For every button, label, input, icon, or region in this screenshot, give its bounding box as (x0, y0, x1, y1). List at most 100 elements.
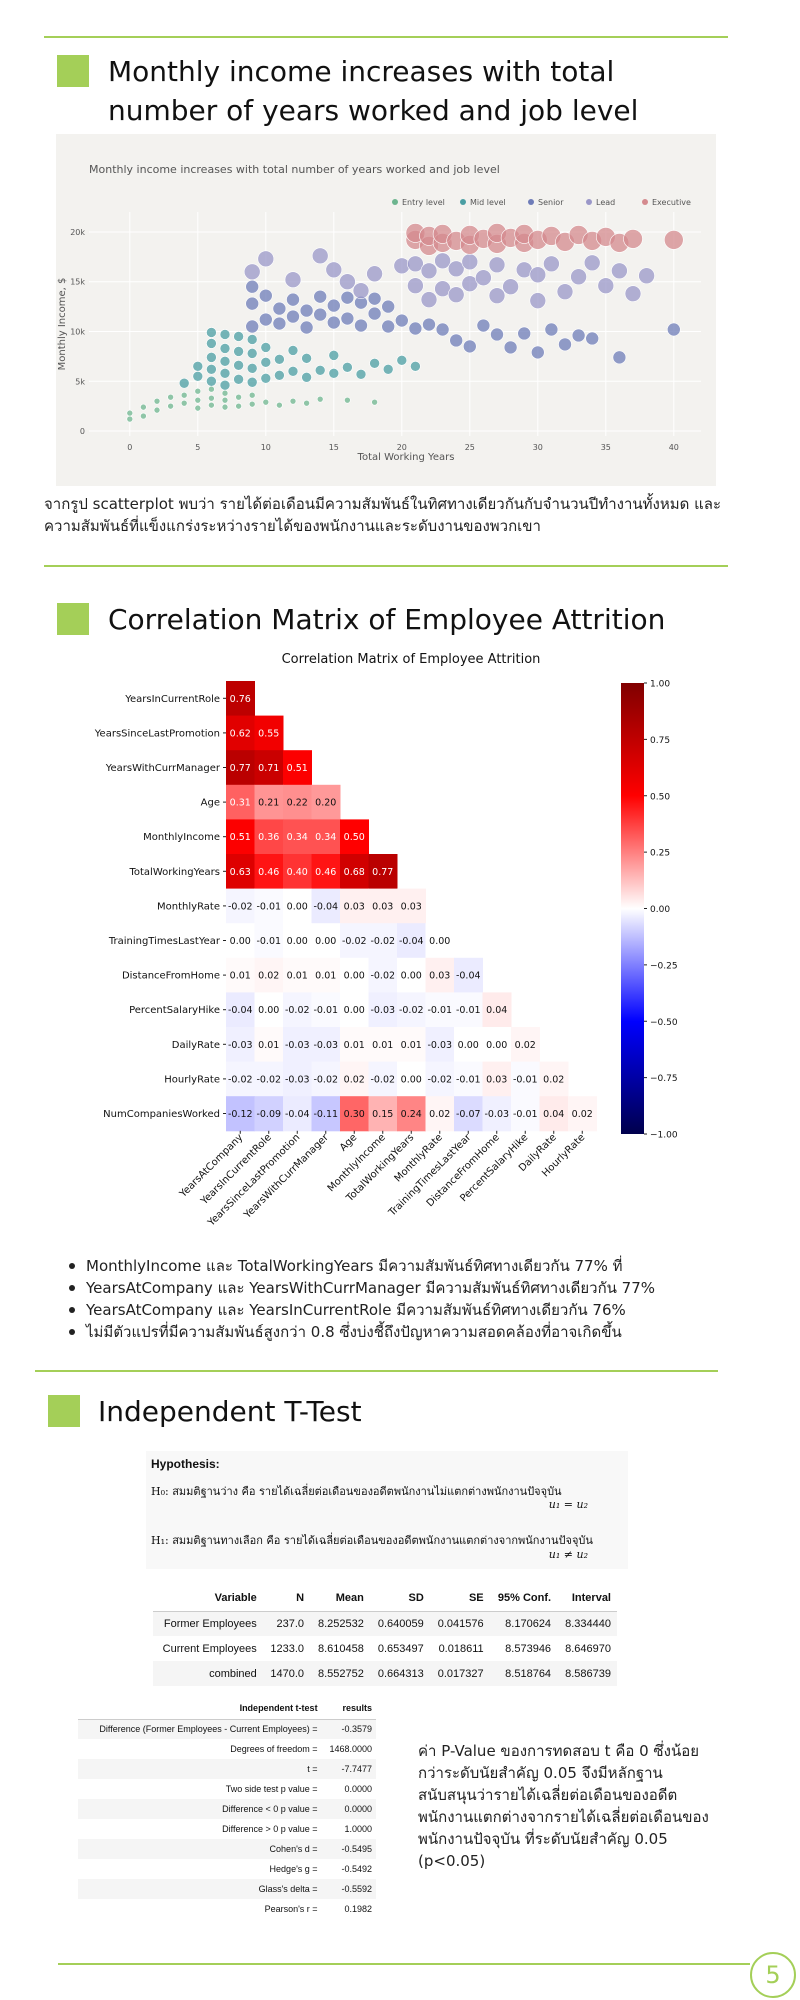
x-tick-label: 40 (669, 443, 679, 452)
scatter-point (476, 318, 491, 333)
scatter-point (371, 398, 378, 406)
scatter-point (233, 373, 244, 385)
heatmap-cell-value: -0.03 (370, 1005, 395, 1016)
table-cell: 1.0000 (344, 1824, 372, 1834)
scatter-point (490, 327, 504, 342)
scatter-point (245, 279, 259, 294)
heatmap-cell-value: -0.04 (456, 971, 481, 982)
scatter-point (140, 412, 147, 420)
section-title-ttest: Independent T-Test (98, 1395, 362, 1428)
heatmap-cell (340, 992, 369, 1028)
heatmap-cell (425, 1027, 455, 1063)
y-tick-label: 5k (75, 377, 85, 386)
table-cell: 8.518764 (489, 1661, 558, 1686)
heatmap-cell (340, 1061, 369, 1097)
correlation-heatmap-chart: Correlation Matrix of Employee Attrition… (94, 652, 678, 1229)
scatter-point (303, 399, 310, 407)
heatmap-cell (226, 923, 255, 959)
scatter-point (233, 331, 244, 342)
heatmap-cell (283, 1096, 312, 1132)
colorbar-tick-label: 0.25 (650, 849, 670, 859)
heatmap-cell-value: -0.02 (228, 901, 253, 912)
table-cell: Degrees of freedom = (230, 1744, 318, 1754)
heatmap-cell-value: -0.03 (484, 1109, 509, 1120)
scatter-point (556, 283, 574, 300)
heatmap-cell (254, 992, 284, 1028)
heatmap-cell (368, 957, 398, 993)
scatter-point (340, 290, 355, 305)
heatmap-cell-value: 0.00 (287, 901, 308, 912)
scatter-point (206, 364, 217, 375)
scatter-y-ticks: 0 5k 10k 15k 20k (70, 228, 85, 436)
column-header: SE (429, 1586, 490, 1612)
table-cell: 0.018611 (438, 1642, 484, 1655)
table-cell: 8.552752 (310, 1661, 370, 1686)
y-tick-label: 10k (70, 327, 85, 336)
heatmap-cell (454, 992, 483, 1028)
heatmap-column-label: Age (338, 1132, 359, 1153)
heatmap-cell (254, 715, 284, 751)
heatmap-row-label: Age (201, 798, 220, 809)
table-cell: Hedge's g = (269, 1864, 318, 1874)
scatter-point (638, 267, 655, 285)
scatter-point (260, 357, 272, 368)
scatter-title: Monthly income increases with total numb… (89, 163, 500, 176)
colorbar-tick-label: −0.50 (650, 1018, 678, 1028)
heatmap-cell (368, 992, 398, 1028)
ttest-results-table: Independent t-test results Difference (F… (78, 1697, 376, 1919)
heatmap-cell-value: -0.03 (285, 1040, 310, 1051)
table-cell: 0.653497 (377, 1642, 424, 1655)
heatmap-cell-value: 0.02 (572, 1109, 593, 1120)
y-tick-label: 0 (80, 427, 85, 436)
heatmap-cell (397, 888, 426, 924)
heatmap-cell-value: -0.01 (513, 1109, 538, 1120)
legend-label: Mid level (470, 198, 506, 207)
heatmap-cell (397, 1027, 426, 1063)
section-marker (48, 1395, 80, 1427)
heatmap-cell (368, 1096, 398, 1132)
heatmap-cell-value: 0.00 (315, 936, 336, 947)
scatter-point (167, 393, 174, 401)
table-cell: 8.573946 (505, 1642, 552, 1655)
scatter-point (344, 396, 351, 404)
x-tick-label: 10 (261, 443, 271, 452)
scatter-point (420, 262, 438, 280)
heatmap-cell (340, 1027, 369, 1063)
heatmap-cell-value: 0.40 (287, 867, 308, 878)
scatter-point (233, 346, 244, 357)
heatmap-cell-value: -0.01 (513, 1074, 538, 1085)
heatmap-cell (226, 957, 255, 993)
scatter-point (221, 396, 229, 404)
scatter-point (611, 262, 628, 280)
scatter-point (167, 402, 174, 410)
heatmap-cell-value: 0.01 (372, 1040, 393, 1051)
scatter-point (126, 409, 134, 417)
scatter-point (585, 331, 600, 346)
heatmap-cell-value: -0.02 (285, 1005, 310, 1016)
heatmap-cell-value: 0.71 (258, 763, 279, 774)
heatmap-cell (425, 1096, 455, 1132)
heatmap-cell-value: -0.02 (370, 1074, 395, 1085)
scatter-point (248, 391, 256, 399)
table-row: Former Employees 237.0 8.252532 0.640059… (153, 1611, 617, 1636)
table-row: Pearson's r = 0.1982 (78, 1899, 376, 1919)
heatmap-cell (340, 1096, 369, 1132)
scatter-point (367, 291, 382, 306)
heatmap-cell-value: 0.03 (401, 901, 422, 912)
scatter-point (624, 285, 642, 302)
heatmap-cell (368, 888, 398, 924)
heatmap-cell (425, 992, 455, 1028)
scatter-point (369, 358, 380, 369)
table-cell: 0.1982 (344, 1904, 372, 1914)
scatter-point (420, 291, 438, 308)
heatmap-cell-value: 0.02 (515, 1040, 536, 1051)
colorbar-tick-label: −0.75 (650, 1074, 678, 1084)
scatter-point (178, 377, 190, 389)
scatter-point (208, 401, 215, 409)
heatmap-cell (283, 854, 312, 890)
heatmap-cell-value: 0.00 (401, 1074, 422, 1085)
scatter-point (235, 393, 242, 401)
heatmap-cell-value: 0.02 (344, 1074, 365, 1085)
scatter-point (248, 400, 256, 408)
scatter-point (529, 292, 547, 309)
